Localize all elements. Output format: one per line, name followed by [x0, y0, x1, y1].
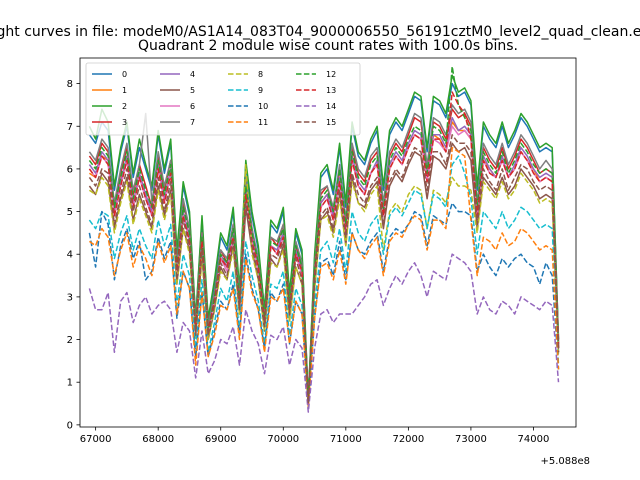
series-line-11 [88, 146, 560, 409]
legend-label-12: 12 [326, 70, 336, 79]
legend-label-9: 9 [258, 86, 263, 95]
legend-label-11: 11 [258, 118, 268, 127]
legend-label-7: 7 [190, 118, 195, 127]
x-tick-label: 73000 [455, 434, 487, 445]
y-tick-label: 0 [67, 420, 73, 431]
legend-box [85, 62, 361, 136]
series-line-8 [88, 163, 560, 405]
legend-label-1: 1 [122, 86, 127, 95]
y-tick-label: 2 [67, 335, 73, 346]
axes-frame [79, 57, 577, 428]
x-tick-label: 70000 [267, 434, 299, 445]
legend-label-15: 15 [326, 118, 336, 127]
x-tick-label: 67000 [80, 434, 112, 445]
series-line-14 [88, 253, 560, 413]
x-tick-label: 68000 [142, 434, 174, 445]
x-tick-label: 71000 [330, 434, 362, 445]
series-line-2 [88, 74, 560, 401]
x-axis: 67000 68000 69000 70000 71000 72000 73000 74000 [80, 427, 550, 445]
legend-label-14: 14 [326, 102, 336, 111]
series-layer [88, 65, 560, 413]
series-line-12 [88, 65, 560, 401]
y-tick-label: 5 [67, 207, 73, 218]
figure-suptitle: Light curves in file: modeM0/AS1A14_083T… [0, 24, 640, 40]
x-tick-label: 74000 [518, 434, 550, 445]
y-tick-label: 1 [67, 378, 73, 389]
y-tick-label: 4 [67, 250, 73, 261]
x-tick-label: 69000 [205, 434, 237, 445]
x-tick-label: 72000 [392, 434, 424, 445]
legend-label-5: 5 [190, 86, 195, 95]
y-tick-label: 7 [67, 122, 73, 133]
legend-label-6: 6 [190, 102, 195, 111]
y-axis: 0 1 2 3 4 5 6 7 8 [67, 79, 80, 431]
y-tick-label: 8 [67, 79, 73, 90]
legend-label-13: 13 [326, 86, 336, 95]
series-line-9 [88, 155, 560, 409]
legend-label-0: 0 [122, 70, 127, 79]
legend-label-8: 8 [258, 70, 263, 79]
legend-label-4: 4 [190, 70, 195, 79]
series-line-13 [88, 91, 560, 405]
legend-label-3: 3 [122, 118, 127, 127]
series-line-15 [88, 134, 560, 405]
y-tick-label: 3 [67, 292, 73, 303]
legend-label-10: 10 [258, 102, 268, 111]
x-axis-offset-label: +5.088e8 [540, 456, 590, 467]
series-line-10 [88, 202, 560, 409]
y-tick-label: 6 [67, 164, 73, 175]
legend-label-2: 2 [122, 102, 127, 111]
chart-title: Quadrant 2 module wise count rates with … [138, 38, 518, 54]
